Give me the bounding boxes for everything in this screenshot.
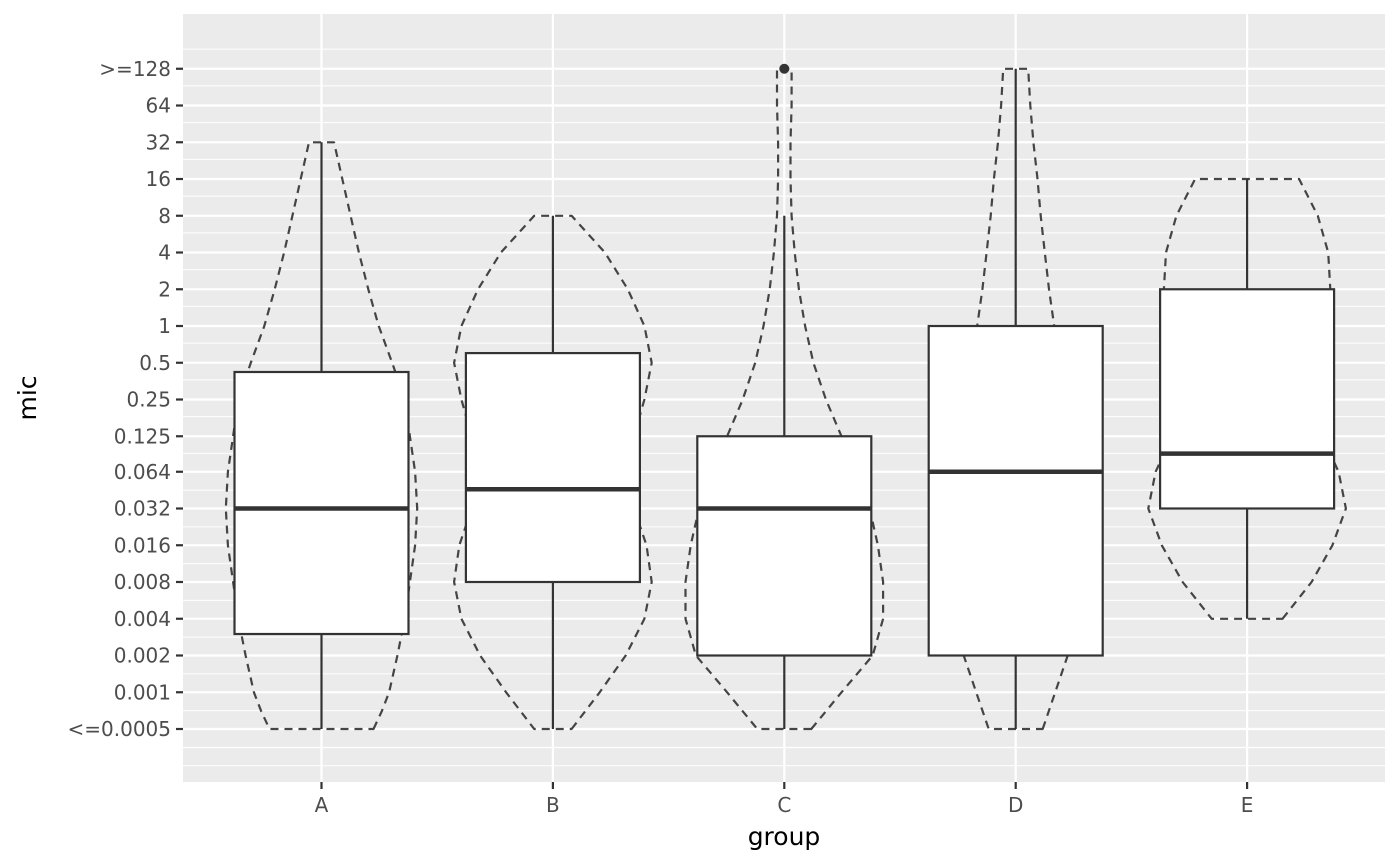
violin-B — [453, 214, 653, 731]
box-A — [233, 142, 410, 729]
y-axis-title: mic — [13, 375, 42, 420]
y-tick-label: 32 — [146, 130, 171, 154]
box — [696, 435, 873, 657]
box-C — [696, 63, 873, 729]
y-tick-label: 0.004 — [114, 607, 171, 631]
y-tick-label: 1 — [158, 314, 171, 338]
y-axis: <=0.0005 0.001 0.002 0.004 0.008 0.016 0.032 0.… — [68, 57, 183, 741]
box — [464, 351, 641, 584]
y-tick-label: 16 — [146, 167, 171, 191]
y-tick-label: 0.001 — [114, 680, 171, 704]
y-tick-label: 0.5 — [139, 351, 171, 375]
y-tick-label: 0.016 — [114, 533, 171, 557]
box — [1158, 288, 1336, 510]
y-tick-label: 8 — [158, 204, 171, 228]
y-tick-label: 0.002 — [114, 644, 171, 668]
y-tick-label: 0.032 — [114, 497, 171, 521]
boxplot-layer — [233, 63, 1336, 729]
y-tick-label: <=0.0005 — [68, 717, 172, 741]
x-tick-label: B — [546, 793, 560, 817]
x-axis-title: group — [748, 822, 821, 851]
box — [233, 370, 410, 636]
y-tick-label: 64 — [146, 94, 171, 118]
y-tick-label: 0.25 — [126, 388, 171, 412]
y-tick-label: 0.064 — [114, 460, 171, 484]
x-axis: A B C D E — [315, 782, 1254, 817]
outlier-point — [779, 63, 790, 74]
y-tick-label: >=128 — [99, 57, 171, 81]
box — [927, 324, 1104, 657]
x-tick-label: E — [1241, 793, 1254, 817]
y-tick-label: 4 — [158, 241, 171, 265]
box-E — [1158, 179, 1336, 619]
x-tick-label: A — [315, 793, 329, 817]
y-tick-label: 0.008 — [114, 570, 171, 594]
x-tick-label: D — [1008, 793, 1023, 817]
y-tick-label: 2 — [158, 277, 171, 301]
x-tick-label: C — [777, 793, 791, 817]
violin-E — [1147, 177, 1347, 620]
y-tick-label: 0.125 — [114, 424, 171, 448]
box-B — [464, 215, 641, 729]
box-D — [927, 68, 1104, 729]
violin-A — [224, 141, 419, 731]
